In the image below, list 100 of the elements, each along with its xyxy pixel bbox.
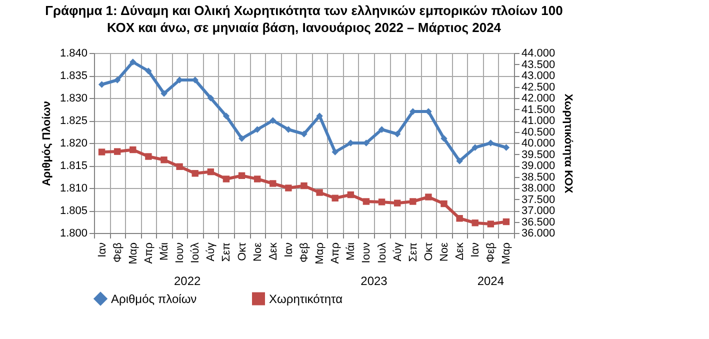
y2-tick-label: 38.000 — [522, 182, 556, 194]
point — [254, 176, 261, 182]
x-tick-label: Απρ — [330, 242, 342, 264]
point — [332, 194, 338, 202]
y-tick-label: 1.810 — [60, 182, 88, 194]
y2-tick-label: 44.000 — [522, 48, 556, 60]
y2-tick-label: 41.500 — [522, 104, 556, 116]
y-tick-label: 1.825 — [60, 115, 88, 127]
y2-tick-label: 43.000 — [522, 70, 556, 82]
x-tick-label: Μάι — [158, 242, 170, 260]
x-tick-label: Ιούλ — [190, 242, 202, 264]
point — [456, 215, 463, 222]
x-tick-label: Σεπ — [220, 242, 233, 262]
point — [98, 148, 106, 156]
y-tick-label: 1.830 — [60, 92, 88, 104]
point — [114, 148, 121, 155]
y2-tick-label: 38.500 — [522, 171, 556, 184]
point — [238, 172, 246, 179]
point — [300, 130, 308, 138]
y-tick-label: 1.805 — [60, 205, 88, 217]
x-tick-label: Μαρ — [500, 242, 513, 264]
point — [222, 176, 230, 182]
y2-tick-label: 43.500 — [522, 58, 556, 71]
point — [394, 130, 401, 138]
y2-axis-title: Χωρητικότητα ΚΟΧ — [562, 94, 574, 194]
x-tick-label: Φεβ — [298, 242, 310, 263]
point — [316, 112, 323, 120]
x-tick-label: Ιουλ — [376, 242, 388, 264]
point — [332, 148, 338, 156]
point — [410, 198, 416, 205]
point — [285, 184, 292, 192]
point — [160, 90, 168, 97]
y-axis-title: Αριθμός Πλοίων — [40, 100, 53, 186]
point — [487, 140, 494, 146]
legend-label: Αριθμός πλοίων — [111, 292, 197, 306]
x-tick-label: Μάι — [345, 242, 358, 260]
x-tick-label: Ιαν — [282, 242, 295, 258]
point — [222, 112, 230, 120]
point — [440, 135, 448, 142]
x-tick-label: Μαρ — [314, 242, 326, 264]
point — [394, 200, 401, 206]
text: 2024 — [477, 274, 504, 288]
point — [145, 68, 152, 74]
y2-tick-label: 42.500 — [522, 81, 556, 94]
y-tick-label: 1.820 — [60, 138, 88, 150]
x-tick-label: Φεβ — [112, 242, 124, 263]
text: 2023 — [360, 274, 388, 288]
x-tick-label: Νοε — [438, 242, 450, 262]
point — [130, 146, 136, 154]
point — [300, 182, 308, 190]
y-tick-label: 1.835 — [60, 70, 88, 82]
y2-tick-label: 37.000 — [522, 205, 556, 217]
y-tick-label: 1.840 — [60, 48, 88, 60]
x-tick-label: Ιουν — [174, 242, 186, 264]
point — [207, 94, 214, 102]
y2-tick-label: 36.500 — [522, 216, 556, 228]
point — [270, 180, 276, 187]
point — [316, 189, 323, 196]
point — [270, 117, 276, 124]
point — [487, 220, 494, 228]
chart-title: Γράφημα 1: Δύναμη και Ολική Χωρητικότητα των ελληνικών εμπορικών πλοίων 100 ΚΟΧ και άνω, σε μηνιαία βάση, Ιανουάριος 2022 – Μάρτιος 2024 — [45, 3, 563, 35]
y2-tick-label: 40.500 — [522, 126, 556, 138]
x-tick-label: Ιουν — [360, 242, 373, 264]
point — [347, 191, 354, 198]
x-tick-label: Απρ — [142, 242, 155, 264]
point — [238, 135, 246, 142]
x-tick-label: Μαρ — [127, 242, 140, 264]
y2-tick-label: 39.000 — [522, 160, 556, 172]
point — [425, 194, 432, 200]
y2-tick-label: 42.000 — [522, 92, 556, 104]
x-tick-label: Νοε — [252, 242, 264, 262]
y2-tick-label: 41.000 — [522, 115, 556, 127]
x-tick-label: Ιαν — [470, 242, 482, 258]
y-tick-label: 1.815 — [60, 160, 88, 172]
x-tick-label: Αύγ — [205, 242, 218, 262]
legend-label: Χωρητικότητα — [269, 292, 343, 306]
y-tick-label: 1.800 — [60, 228, 88, 240]
point — [502, 144, 510, 151]
point — [440, 200, 448, 208]
x-tick-label: Φεβ — [485, 242, 498, 263]
point — [378, 198, 386, 206]
point — [130, 58, 136, 66]
x-tick-label: Ιαν — [96, 242, 108, 258]
y2-tick-label: 36.000 — [522, 228, 556, 240]
point — [176, 163, 183, 170]
point — [362, 198, 370, 205]
x-tick-label: Δεκ — [454, 242, 466, 260]
point — [378, 126, 386, 133]
y2-tick-label: 40.000 — [522, 138, 556, 150]
y2-tick-label: 37.500 — [522, 194, 556, 206]
x-tick-label: Αύγ — [392, 242, 404, 262]
point — [114, 76, 121, 84]
x-tick-label: Οκτ — [422, 242, 435, 261]
point — [456, 158, 463, 164]
x-tick-label: Δεκ — [267, 242, 280, 260]
y2-tick-label: 39.500 — [522, 148, 556, 161]
point — [160, 156, 168, 164]
point — [285, 126, 292, 133]
text: 2022 — [174, 274, 202, 288]
point — [472, 220, 478, 226]
